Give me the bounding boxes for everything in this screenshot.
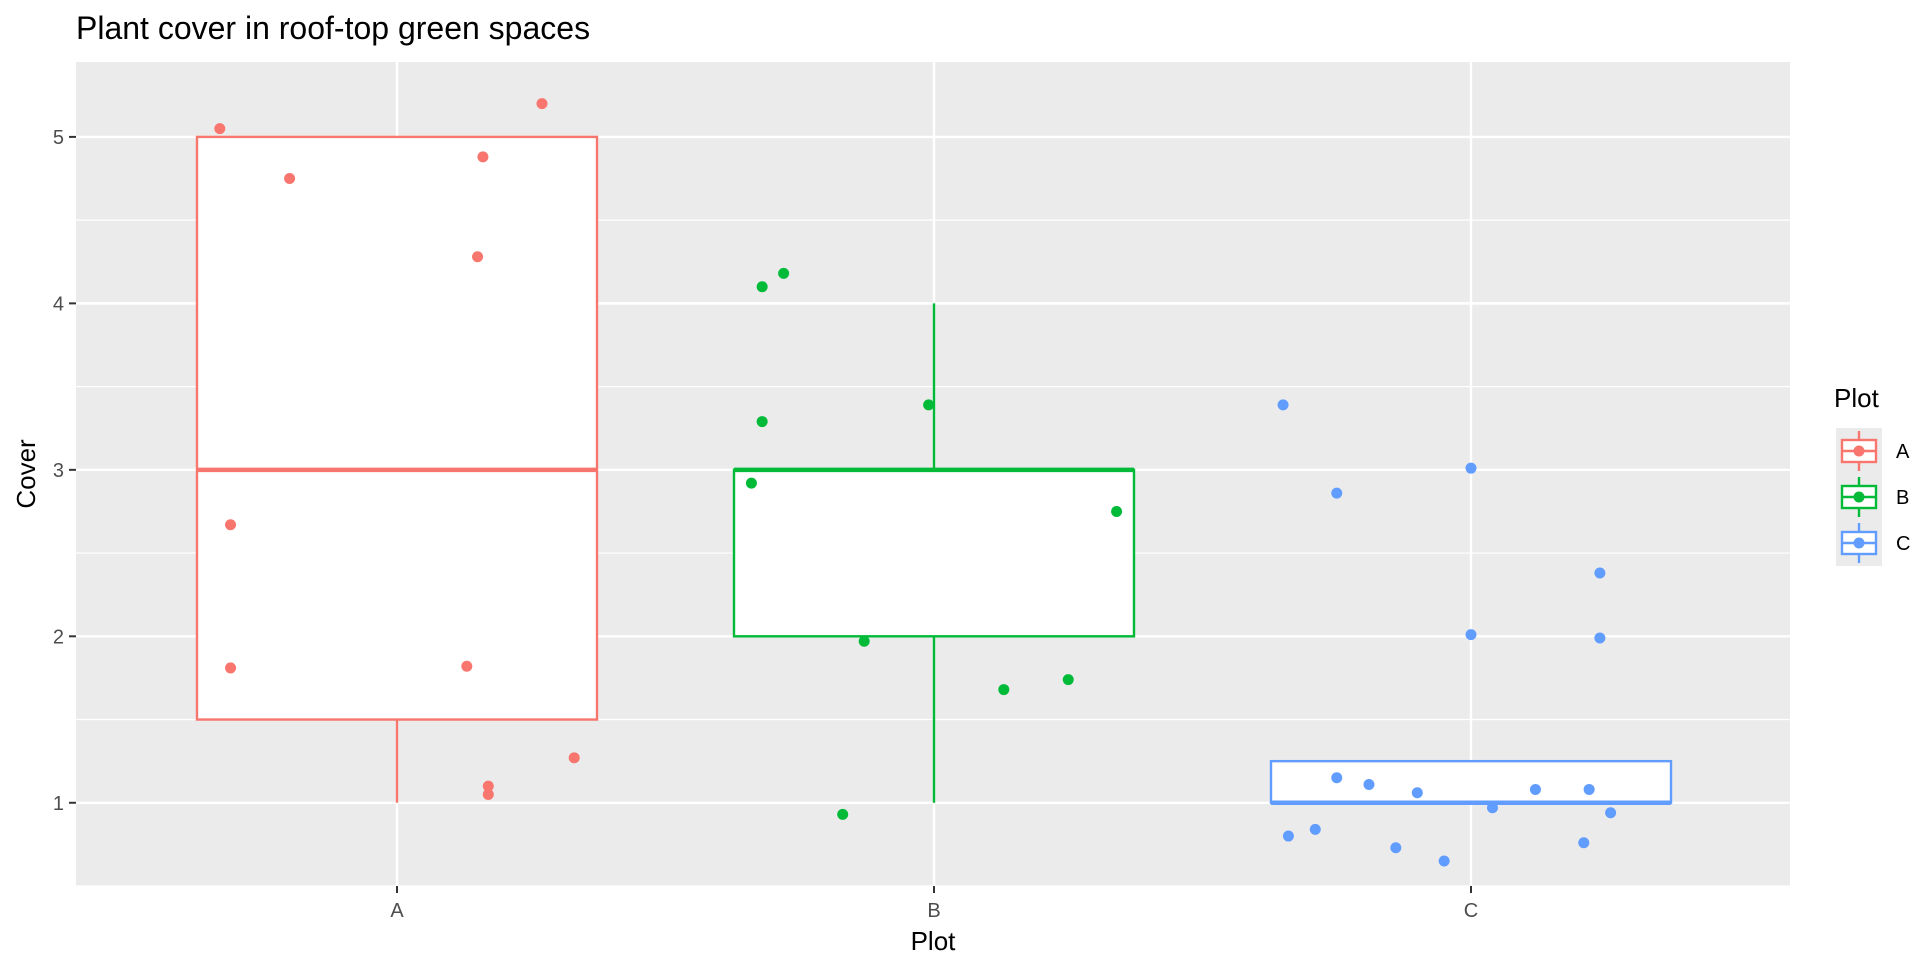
box-group-b xyxy=(732,303,1136,803)
y-axis: 1 2 3 4 5 xyxy=(53,127,76,815)
data-point xyxy=(214,123,226,135)
legend: Plot A B C xyxy=(1834,383,1910,566)
legend-label-c: C xyxy=(1896,533,1910,555)
plot-panel xyxy=(76,62,1790,887)
data-point xyxy=(1465,462,1477,474)
legend-label-a: A xyxy=(1896,441,1910,463)
data-point xyxy=(472,251,484,263)
y-tick-label: 4 xyxy=(53,293,64,315)
data-point xyxy=(1331,487,1343,499)
legend-label-b: B xyxy=(1896,487,1909,509)
data-point xyxy=(1309,823,1321,835)
x-tick-label: C xyxy=(1464,900,1478,922)
legend-title: Plot xyxy=(1834,383,1880,413)
points-a xyxy=(214,98,580,800)
data-point xyxy=(1062,674,1074,686)
data-point xyxy=(225,519,237,531)
y-axis-title: Cover xyxy=(11,439,41,509)
points-b xyxy=(745,267,1123,820)
data-point xyxy=(284,173,296,185)
data-point xyxy=(477,151,489,163)
y-tick-label: 2 xyxy=(53,626,64,648)
data-point xyxy=(1390,842,1402,854)
chart-title: Plant cover in roof-top green spaces xyxy=(76,10,590,46)
data-point xyxy=(778,267,790,279)
x-axis: A B C xyxy=(390,886,1478,922)
box-group-a xyxy=(195,135,599,803)
x-tick-label: B xyxy=(927,900,940,922)
data-point xyxy=(1583,783,1595,795)
data-point xyxy=(1465,629,1477,641)
data-point xyxy=(1331,772,1343,784)
data-point xyxy=(482,788,494,800)
data-point xyxy=(482,780,494,792)
data-point xyxy=(1605,807,1617,819)
legend-key-b xyxy=(1836,474,1882,520)
data-point xyxy=(1363,778,1375,790)
legend-key-point xyxy=(1853,491,1865,503)
data-point xyxy=(536,98,548,110)
legend-key-a xyxy=(1836,428,1882,474)
box xyxy=(195,135,599,721)
box xyxy=(732,468,1136,638)
y-tick-label: 5 xyxy=(53,127,64,149)
data-point xyxy=(1529,783,1541,795)
data-point xyxy=(756,416,768,428)
box xyxy=(1269,759,1673,804)
data-point xyxy=(1594,632,1606,644)
x-axis-title: Plot xyxy=(911,926,957,956)
data-point xyxy=(756,281,768,293)
data-point xyxy=(1438,855,1450,867)
data-point xyxy=(1578,837,1590,849)
data-point xyxy=(1594,567,1606,579)
data-point xyxy=(1411,787,1423,799)
data-point xyxy=(837,808,849,820)
legend-key-point xyxy=(1853,537,1865,549)
box-group-c xyxy=(1269,759,1673,806)
data-point xyxy=(461,660,473,672)
data-point xyxy=(1486,802,1498,814)
y-tick-label: 3 xyxy=(53,460,64,482)
points-c xyxy=(1277,399,1617,867)
legend-key-point xyxy=(1853,445,1865,457)
data-point xyxy=(858,635,870,647)
y-tick-label: 1 xyxy=(53,793,64,815)
data-point xyxy=(745,477,757,489)
data-point xyxy=(1282,830,1294,842)
data-point xyxy=(1111,505,1123,517)
data-point xyxy=(225,662,237,674)
legend-key-c xyxy=(1836,520,1882,566)
data-point xyxy=(998,684,1010,696)
data-point xyxy=(568,752,580,764)
data-point xyxy=(923,399,935,411)
data-point xyxy=(1277,399,1289,411)
x-tick-label: A xyxy=(390,900,404,922)
